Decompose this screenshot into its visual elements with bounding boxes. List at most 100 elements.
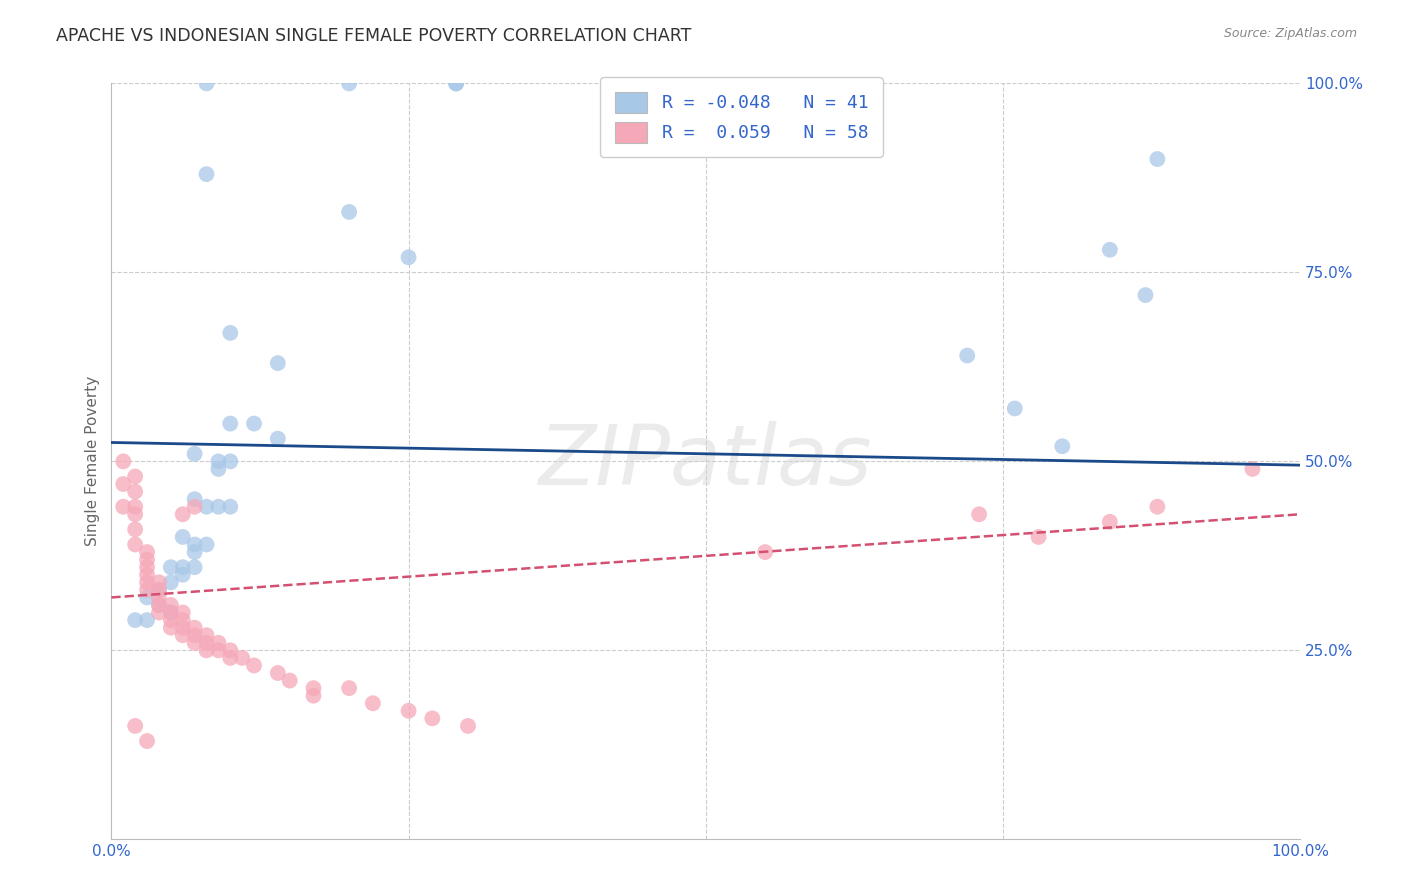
Point bbox=[1146, 152, 1168, 166]
Point bbox=[124, 508, 146, 522]
Point bbox=[160, 606, 183, 620]
Point bbox=[124, 537, 146, 551]
Point bbox=[160, 560, 183, 574]
Point bbox=[219, 326, 242, 340]
Point bbox=[136, 734, 159, 748]
Point bbox=[183, 492, 205, 507]
Point bbox=[160, 606, 183, 620]
Point bbox=[172, 628, 194, 642]
Point bbox=[160, 575, 183, 590]
Point bbox=[124, 522, 146, 536]
Point bbox=[124, 484, 146, 499]
Point bbox=[1098, 243, 1121, 257]
Point bbox=[207, 454, 229, 468]
Point bbox=[136, 552, 159, 566]
Point bbox=[1004, 401, 1026, 416]
Point bbox=[136, 582, 159, 597]
Point bbox=[754, 545, 776, 559]
Point bbox=[243, 658, 266, 673]
Point bbox=[195, 628, 218, 642]
Point bbox=[172, 606, 194, 620]
Point bbox=[195, 500, 218, 514]
Point bbox=[302, 689, 325, 703]
Point bbox=[183, 621, 205, 635]
Point bbox=[172, 567, 194, 582]
Legend: R = -0.048   N = 41, R =  0.059   N = 58: R = -0.048 N = 41, R = 0.059 N = 58 bbox=[600, 78, 883, 157]
Point bbox=[337, 77, 360, 91]
Point bbox=[219, 454, 242, 468]
Point bbox=[148, 575, 170, 590]
Point bbox=[183, 545, 205, 559]
Point bbox=[112, 477, 135, 491]
Point bbox=[195, 167, 218, 181]
Point bbox=[1098, 515, 1121, 529]
Point bbox=[267, 432, 290, 446]
Point bbox=[136, 591, 159, 605]
Point bbox=[231, 651, 253, 665]
Point bbox=[444, 77, 467, 91]
Point bbox=[207, 643, 229, 657]
Point bbox=[1135, 288, 1157, 302]
Point bbox=[207, 462, 229, 476]
Point bbox=[1146, 500, 1168, 514]
Point bbox=[172, 621, 194, 635]
Point bbox=[278, 673, 301, 688]
Point bbox=[219, 500, 242, 514]
Point bbox=[219, 417, 242, 431]
Point bbox=[967, 508, 990, 522]
Text: APACHE VS INDONESIAN SINGLE FEMALE POVERTY CORRELATION CHART: APACHE VS INDONESIAN SINGLE FEMALE POVER… bbox=[56, 27, 692, 45]
Point bbox=[136, 575, 159, 590]
Point bbox=[124, 469, 146, 483]
Point bbox=[148, 582, 170, 597]
Point bbox=[444, 77, 467, 91]
Point bbox=[160, 613, 183, 627]
Point bbox=[219, 643, 242, 657]
Point bbox=[195, 636, 218, 650]
Point bbox=[183, 537, 205, 551]
Point bbox=[183, 560, 205, 574]
Point bbox=[160, 598, 183, 612]
Point bbox=[195, 77, 218, 91]
Point bbox=[398, 704, 420, 718]
Point bbox=[420, 711, 443, 725]
Point bbox=[219, 651, 242, 665]
Text: ZIPatlas: ZIPatlas bbox=[538, 421, 873, 502]
Point bbox=[124, 719, 146, 733]
Point bbox=[136, 560, 159, 574]
Point bbox=[956, 349, 979, 363]
Point bbox=[302, 681, 325, 695]
Point bbox=[398, 250, 420, 264]
Point bbox=[148, 598, 170, 612]
Point bbox=[207, 500, 229, 514]
Point bbox=[160, 621, 183, 635]
Point bbox=[136, 613, 159, 627]
Point bbox=[1052, 439, 1074, 453]
Point bbox=[136, 567, 159, 582]
Point bbox=[148, 591, 170, 605]
Point bbox=[457, 719, 479, 733]
Point bbox=[183, 500, 205, 514]
Point bbox=[148, 606, 170, 620]
Point bbox=[1241, 462, 1264, 476]
Point bbox=[337, 205, 360, 219]
Point bbox=[195, 537, 218, 551]
Point bbox=[112, 454, 135, 468]
Point bbox=[361, 696, 384, 710]
Point bbox=[172, 560, 194, 574]
Point bbox=[243, 417, 266, 431]
Point bbox=[183, 628, 205, 642]
Text: Source: ZipAtlas.com: Source: ZipAtlas.com bbox=[1223, 27, 1357, 40]
Point bbox=[1028, 530, 1050, 544]
Point bbox=[112, 500, 135, 514]
Y-axis label: Single Female Poverty: Single Female Poverty bbox=[86, 376, 100, 547]
Point bbox=[172, 508, 194, 522]
Point bbox=[195, 643, 218, 657]
Point bbox=[148, 598, 170, 612]
Point bbox=[172, 613, 194, 627]
Point bbox=[124, 500, 146, 514]
Point bbox=[337, 681, 360, 695]
Point bbox=[183, 636, 205, 650]
Point bbox=[148, 582, 170, 597]
Point bbox=[136, 545, 159, 559]
Point bbox=[172, 530, 194, 544]
